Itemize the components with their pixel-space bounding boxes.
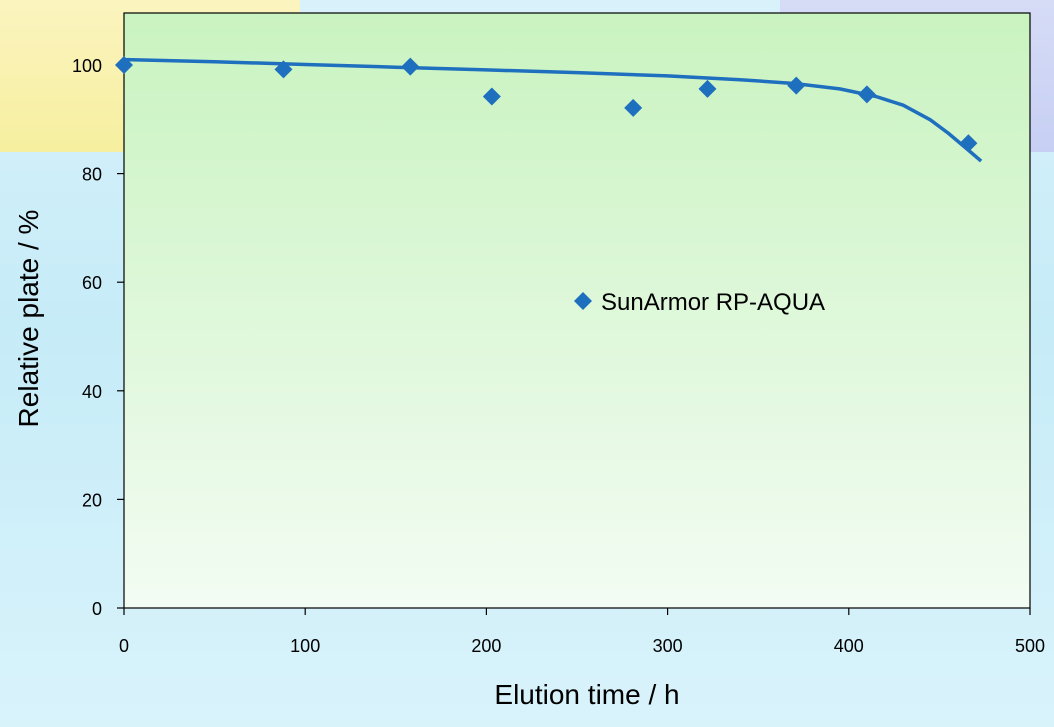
data-point — [698, 79, 717, 98]
legend-marker — [574, 292, 592, 310]
x-tick-label: 400 — [834, 636, 864, 656]
data-points — [115, 56, 978, 153]
x-tick-label: 0 — [119, 636, 129, 656]
x-tick-label: 200 — [471, 636, 501, 656]
legend: SunArmor RP-AQUA — [574, 289, 825, 316]
y-axis-label: Relative plate / % — [13, 210, 44, 428]
y-tick-label: 0 — [92, 599, 102, 619]
y-axis: 0 20 40 60 80 100 — [72, 56, 124, 619]
data-point — [482, 87, 501, 106]
data-point — [624, 98, 643, 117]
x-tick-label: 500 — [1015, 636, 1045, 656]
data-point — [857, 85, 876, 104]
x-tick-label: 100 — [290, 636, 320, 656]
trend-line — [123, 57, 983, 163]
data-point — [959, 134, 978, 153]
y-tick-label: 40 — [82, 382, 102, 402]
plot-area — [123, 12, 1031, 609]
y-tick-label: 80 — [82, 165, 102, 185]
y-tick-label: 100 — [72, 56, 102, 76]
legend-label: SunArmor RP-AQUA — [601, 289, 825, 316]
x-axis-label: Elution time / h — [494, 679, 679, 710]
data-point — [401, 57, 420, 76]
data-point — [115, 56, 133, 74]
data-point — [787, 76, 806, 95]
data-point — [274, 60, 293, 79]
y-tick-label: 60 — [82, 273, 102, 293]
x-axis: 0 100 200 300 400 500 — [119, 608, 1045, 656]
x-tick-label: 300 — [653, 636, 683, 656]
y-tick-label: 20 — [82, 490, 102, 510]
